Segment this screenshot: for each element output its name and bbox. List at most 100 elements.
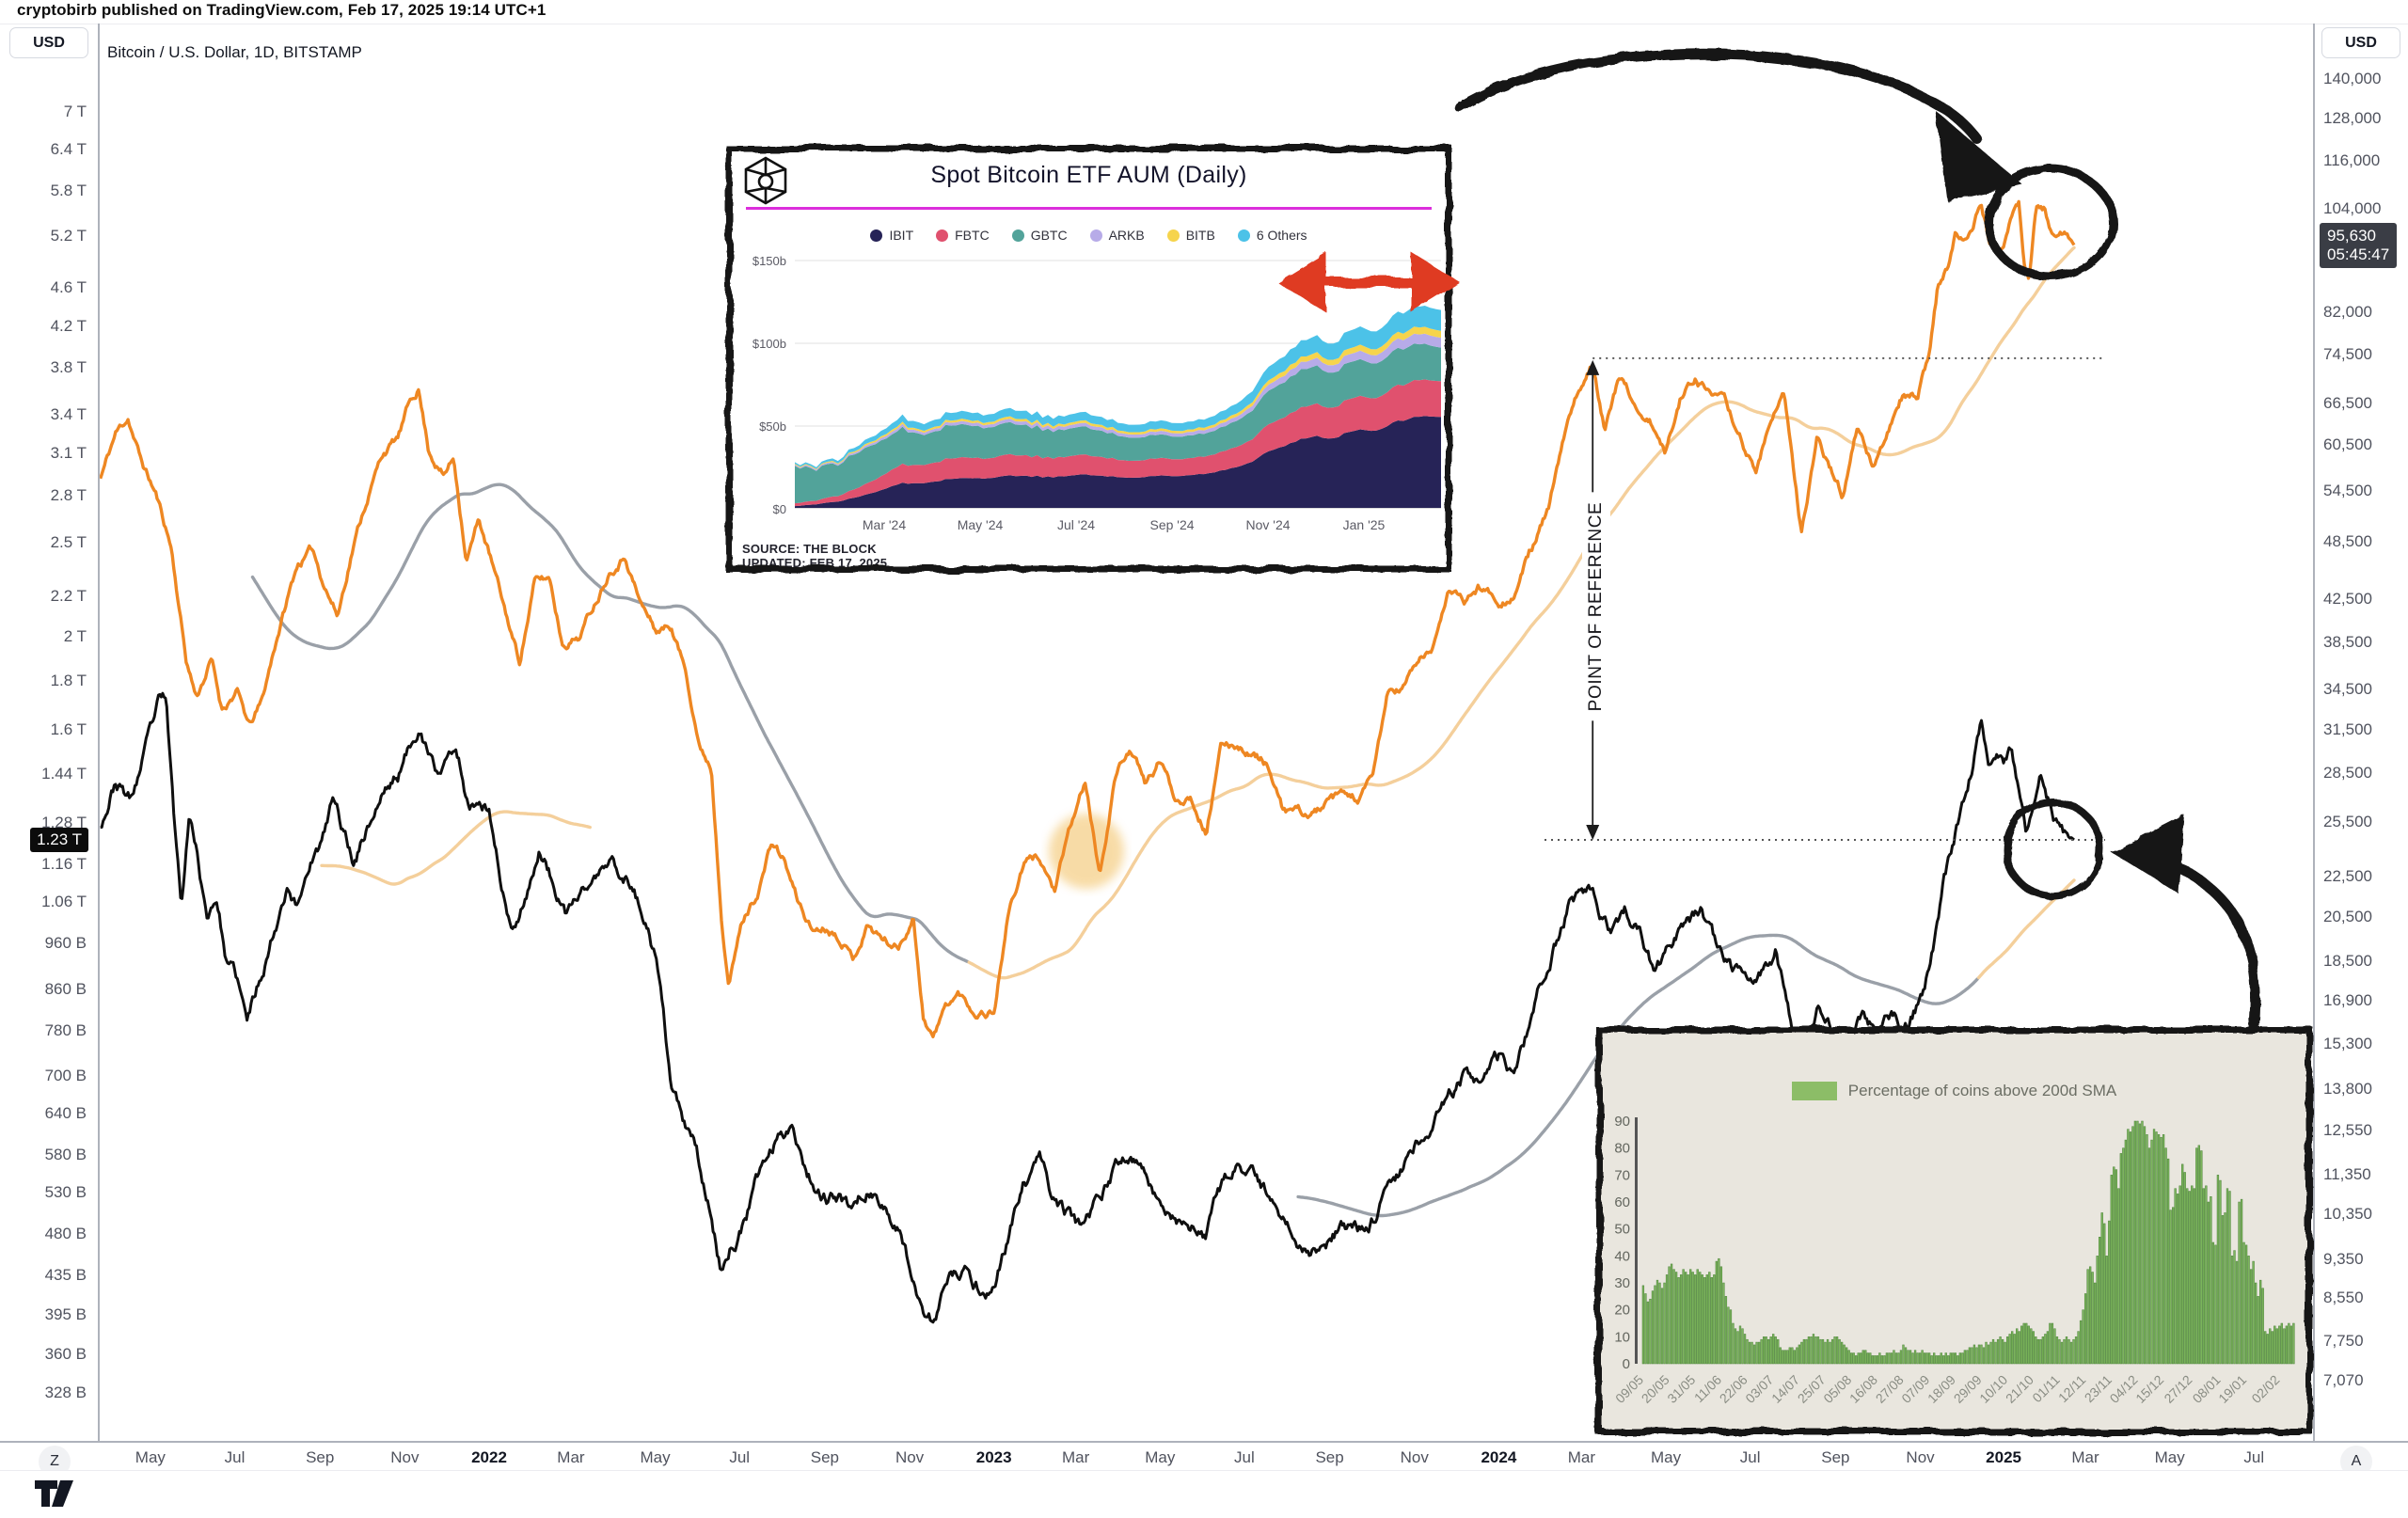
left-axis-currency-button[interactable]: USD — [9, 27, 88, 58]
breadth-bar — [2065, 1336, 2068, 1365]
breadth-bar — [2127, 1129, 2130, 1365]
breadth-bar — [2030, 1328, 2033, 1365]
breadth-bar — [2129, 1131, 2132, 1365]
etf-legend-dot — [870, 229, 883, 242]
time-axis-tick: May — [2154, 1448, 2185, 1466]
etf-y-tick: $100b — [752, 337, 786, 351]
breadth-x-tick: 16/08 — [1846, 1372, 1880, 1406]
breadth-bar — [1746, 1338, 1749, 1365]
breadth-x-tick: 20/05 — [1639, 1372, 1672, 1406]
breadth-bar — [2172, 1207, 2175, 1365]
symbol-legend[interactable]: Bitcoin / U.S. Dollar, 1D, BITSTAMP — [107, 43, 362, 61]
breadth-bar — [1975, 1347, 1978, 1365]
left-axis-tick: 2.8 T — [50, 485, 87, 504]
breadth-bar — [1814, 1336, 1817, 1365]
breadth-x-tick: 08/01 — [2190, 1372, 2224, 1406]
right-axis-tick: 10,350 — [2323, 1205, 2372, 1224]
breadth-bar — [1783, 1350, 1786, 1365]
marketcap-line — [100, 691, 2075, 1324]
moving-average-line — [1976, 878, 2076, 980]
breadth-bar — [2051, 1322, 2054, 1365]
breadth-bar — [2146, 1134, 2148, 1365]
breadth-bar — [2193, 1188, 2195, 1365]
etf-updated-line: UPDATED: FEB 17, 2025 — [742, 556, 888, 570]
breadth-bar — [2174, 1188, 2177, 1365]
breadth-bar — [1876, 1355, 1878, 1365]
left-axis-tick: 2.5 T — [50, 533, 87, 552]
breadth-bar — [1918, 1352, 1922, 1365]
breadth-bar — [2110, 1175, 2113, 1365]
breadth-bar — [1715, 1260, 1719, 1365]
time-axis-tick: Sep — [1821, 1448, 1850, 1466]
breadth-y-tick: 90 — [1614, 1114, 1630, 1130]
breadth-bar — [1682, 1269, 1685, 1365]
breadth-bar — [2001, 1338, 2004, 1365]
breadth-bar — [1883, 1355, 1886, 1365]
etf-x-tick: Nov '24 — [1245, 517, 1291, 532]
right-axis-tick: 12,550 — [2323, 1121, 2372, 1140]
breadth-y-tick: 80 — [1614, 1141, 1630, 1157]
breadth-bar — [1897, 1352, 1900, 1365]
etf-y-tick: $0 — [772, 502, 786, 516]
left-axis-tick: 435 B — [44, 1265, 87, 1284]
breadth-bar — [2292, 1322, 2295, 1365]
time-axis-tick: Mar — [1567, 1448, 1596, 1466]
breadth-bar — [1679, 1274, 1683, 1365]
left-axis-tick: 4.2 T — [50, 316, 87, 335]
breadth-bar — [2077, 1331, 2080, 1365]
breadth-bar — [2219, 1179, 2222, 1365]
marketcap-value-badge: 1.23 T — [30, 828, 88, 852]
breadth-bar — [2264, 1331, 2267, 1365]
breadth-bar — [1646, 1301, 1650, 1365]
breadth-bar — [2036, 1338, 2039, 1365]
right-axis-tick: 11,350 — [2323, 1164, 2371, 1183]
breadth-bar — [2022, 1322, 2025, 1365]
breadth-bar — [1977, 1344, 1981, 1365]
left-axis-tick: 360 B — [44, 1344, 87, 1363]
breadth-bar — [2004, 1341, 2006, 1365]
breadth-bar — [1765, 1336, 1767, 1365]
breadth-bar — [1947, 1355, 1950, 1365]
right-axis-tick: 74,500 — [2323, 344, 2372, 363]
breadth-bar — [2155, 1131, 2158, 1365]
breadth-x-tick: 02/02 — [2248, 1372, 2282, 1406]
breadth-bar — [1729, 1309, 1733, 1365]
breadth-bar — [2117, 1188, 2120, 1365]
breadth-x-tick: 11/06 — [1691, 1372, 1725, 1406]
breadth-bar — [2013, 1334, 2016, 1365]
breadth-bar — [1755, 1341, 1758, 1365]
breadth-bar — [1840, 1341, 1844, 1365]
yellow-highlight — [1049, 814, 1124, 889]
right-axis-currency-button[interactable]: USD — [2321, 27, 2400, 58]
breadth-bar — [2166, 1158, 2170, 1365]
breadth-bar — [1857, 1352, 1860, 1365]
breadth-bar — [1807, 1336, 1811, 1365]
breadth-bar — [2032, 1331, 2035, 1365]
time-axis-tick: 2024 — [1481, 1448, 1517, 1466]
time-axis-tick: May — [1145, 1448, 1176, 1466]
breadth-bar — [1796, 1347, 1798, 1365]
breadth-x-tick: 10/10 — [1976, 1372, 2010, 1406]
breadth-x-tick: 29/09 — [1951, 1372, 1985, 1406]
breadth-bar — [1793, 1350, 1796, 1365]
breadth-bar — [2086, 1269, 2089, 1365]
breadth-bar — [1855, 1355, 1858, 1365]
breadth-bar — [2288, 1322, 2290, 1365]
breadth-bar — [2035, 1336, 2037, 1365]
breadth-bar — [2191, 1185, 2194, 1365]
breadth-bar — [1952, 1352, 1955, 1365]
right-axis-tick: 15,300 — [2323, 1035, 2372, 1053]
breadth-bar — [2214, 1244, 2217, 1365]
breadth-bar — [1899, 1350, 1903, 1365]
breadth-bar — [2039, 1338, 2042, 1365]
breadth-bar — [1668, 1266, 1671, 1365]
breadth-bar — [1835, 1336, 1839, 1365]
tradingview-logo-icon[interactable] — [34, 1479, 75, 1508]
breadth-x-tick: 27/12 — [2161, 1372, 2194, 1406]
breadth-bar — [1798, 1344, 1801, 1365]
left-axis-tick: 780 B — [44, 1020, 87, 1039]
breadth-bar — [1760, 1338, 1763, 1365]
right-axis-tick: 48,500 — [2323, 531, 2372, 550]
